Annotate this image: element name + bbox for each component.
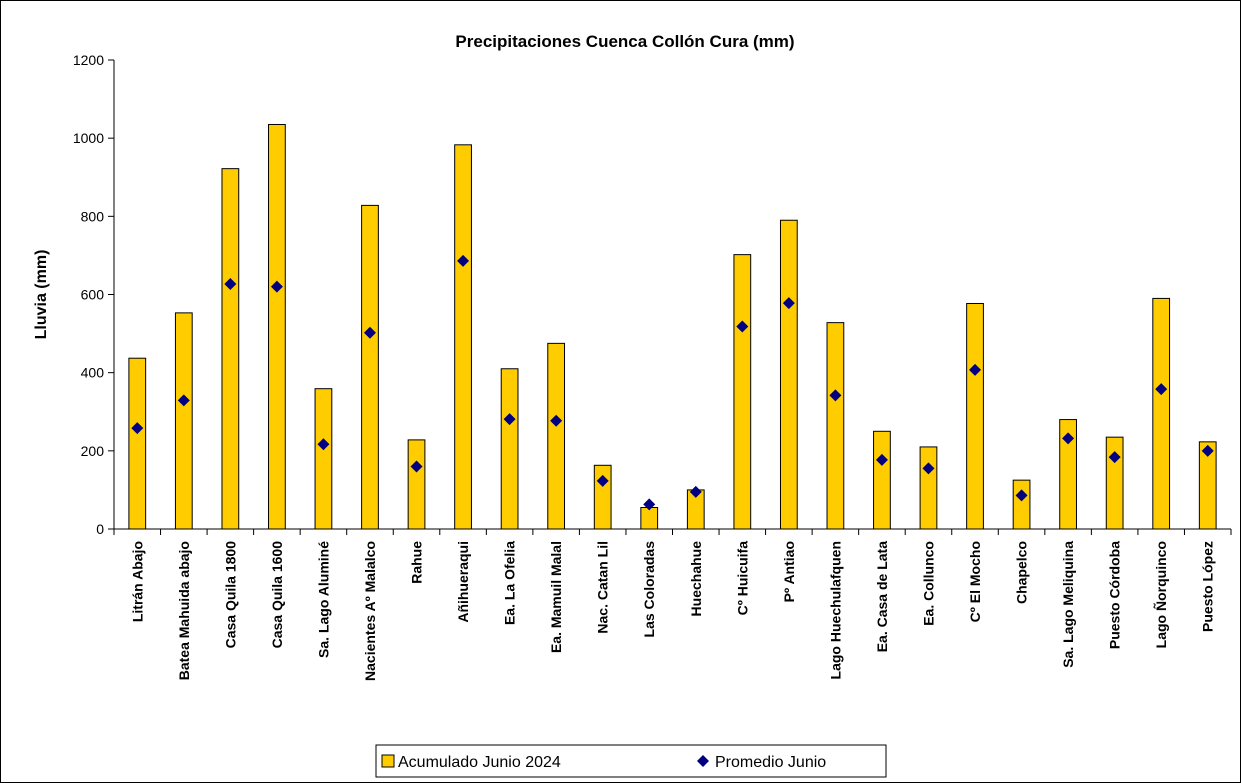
average-marker — [782, 297, 795, 310]
y-tick-label: 1000 — [73, 130, 104, 146]
y-tick-label: 200 — [81, 443, 105, 459]
chart-title: Precipitaciones Cuenca Collón Cura (mm) — [455, 32, 794, 51]
x-tick-label: Nacientes Aº Malalco — [362, 541, 378, 681]
x-tick-label: Casa Quila 1800 — [222, 541, 238, 649]
average-marker — [410, 460, 423, 473]
x-tick-label: Huechahue — [688, 541, 704, 617]
average-marker — [922, 462, 935, 475]
average-marker — [643, 498, 656, 511]
average-marker — [1108, 451, 1121, 464]
x-tick-label: Las Coloradas — [641, 541, 657, 638]
x-tick-label: Chapelco — [1014, 541, 1030, 604]
legend-swatch-bar — [381, 754, 395, 768]
bar — [314, 388, 333, 530]
average-marker — [317, 438, 330, 451]
average-marker — [1015, 489, 1028, 502]
bar — [1152, 297, 1171, 530]
x-tick-label: Lago Ñorquinco — [1152, 541, 1169, 648]
bar — [1198, 441, 1217, 530]
average-marker — [270, 280, 283, 293]
x-tick-label: Ea. La Ofelia — [502, 541, 518, 625]
y-tick-label: 0 — [96, 521, 104, 537]
plot-area: 0 200 400 600 800 1000 1200 Litrán Abajo Batea M… — [73, 52, 1232, 681]
bar — [733, 254, 752, 530]
bar — [1059, 419, 1077, 530]
legend-swatch-marker — [697, 755, 709, 767]
bar — [221, 168, 240, 530]
x-tick-label: Sa. Lago Meliquina — [1060, 541, 1076, 668]
x-tick-label: Nac. Catan Lil — [595, 541, 611, 634]
x-tick-label: Batea Mahuida abajo — [176, 541, 192, 680]
y-tick-label: 600 — [81, 287, 105, 303]
bar — [826, 322, 845, 530]
average-marker — [689, 485, 702, 498]
legend-label-bar: Acumulado Junio 2024 — [398, 754, 561, 771]
x-tick-label: Cº Huicuifa — [734, 541, 750, 616]
average-marker — [550, 414, 563, 427]
bar — [128, 357, 147, 530]
x-tick-label: Ea. Casa de Lata — [874, 541, 890, 652]
average-marker — [736, 320, 749, 333]
bar — [966, 302, 984, 530]
bar — [1012, 479, 1031, 530]
x-tick-label: Pº Antiao — [781, 541, 797, 602]
bar — [268, 123, 286, 530]
x-tick-label: Sa. Lago Aluminé — [315, 541, 331, 658]
legend: Acumulado Junio 2024 Promedio Junio — [375, 744, 887, 778]
bar — [1105, 436, 1124, 530]
bar — [593, 464, 612, 530]
average-marker — [969, 363, 982, 376]
bar — [174, 312, 193, 530]
bar — [361, 204, 379, 530]
y-axis-label: Lluvia (mm) — [33, 250, 50, 340]
x-tick-label: Ea. Collunco — [920, 541, 936, 626]
bar — [454, 144, 472, 530]
y-tick-label: 800 — [81, 208, 105, 224]
average-marker — [596, 474, 609, 487]
average-marker — [1062, 432, 1075, 445]
x-tick-label: Ea. Mamuil Malal — [548, 541, 564, 653]
average-marker — [363, 326, 376, 339]
average-marker — [177, 394, 190, 407]
x-tick-label: Añihueraqui — [455, 541, 471, 623]
y-tick-label: 400 — [81, 365, 105, 381]
bar — [779, 219, 798, 530]
x-tick-label: Litrán Abajo — [129, 541, 145, 622]
average-marker — [829, 389, 842, 402]
average-marker — [875, 453, 888, 466]
y-tick-label: 1200 — [73, 52, 104, 68]
x-tick-label: Lago Huechulafquen — [827, 541, 843, 679]
bar — [547, 342, 566, 530]
average-marker — [224, 277, 237, 290]
average-marker — [503, 413, 516, 426]
bar — [919, 446, 938, 530]
average-marker — [131, 422, 144, 435]
x-tick-label: Rahue — [409, 541, 425, 584]
average-marker — [1155, 383, 1168, 396]
average-marker — [457, 254, 470, 267]
x-tick-label: Casa Quila 1600 — [269, 541, 285, 649]
legend-label-marker: Promedio Junio — [715, 754, 826, 771]
x-tick-label: Puesto López — [1200, 541, 1216, 632]
average-marker — [1201, 444, 1214, 457]
legend-box — [375, 744, 887, 778]
bar — [500, 368, 519, 530]
x-tick-label: Puesto Córdoba — [1107, 541, 1123, 649]
bar — [873, 430, 891, 530]
bar — [640, 507, 659, 530]
x-tick-label: Cº El Mocho — [967, 541, 983, 622]
bar — [407, 439, 426, 530]
